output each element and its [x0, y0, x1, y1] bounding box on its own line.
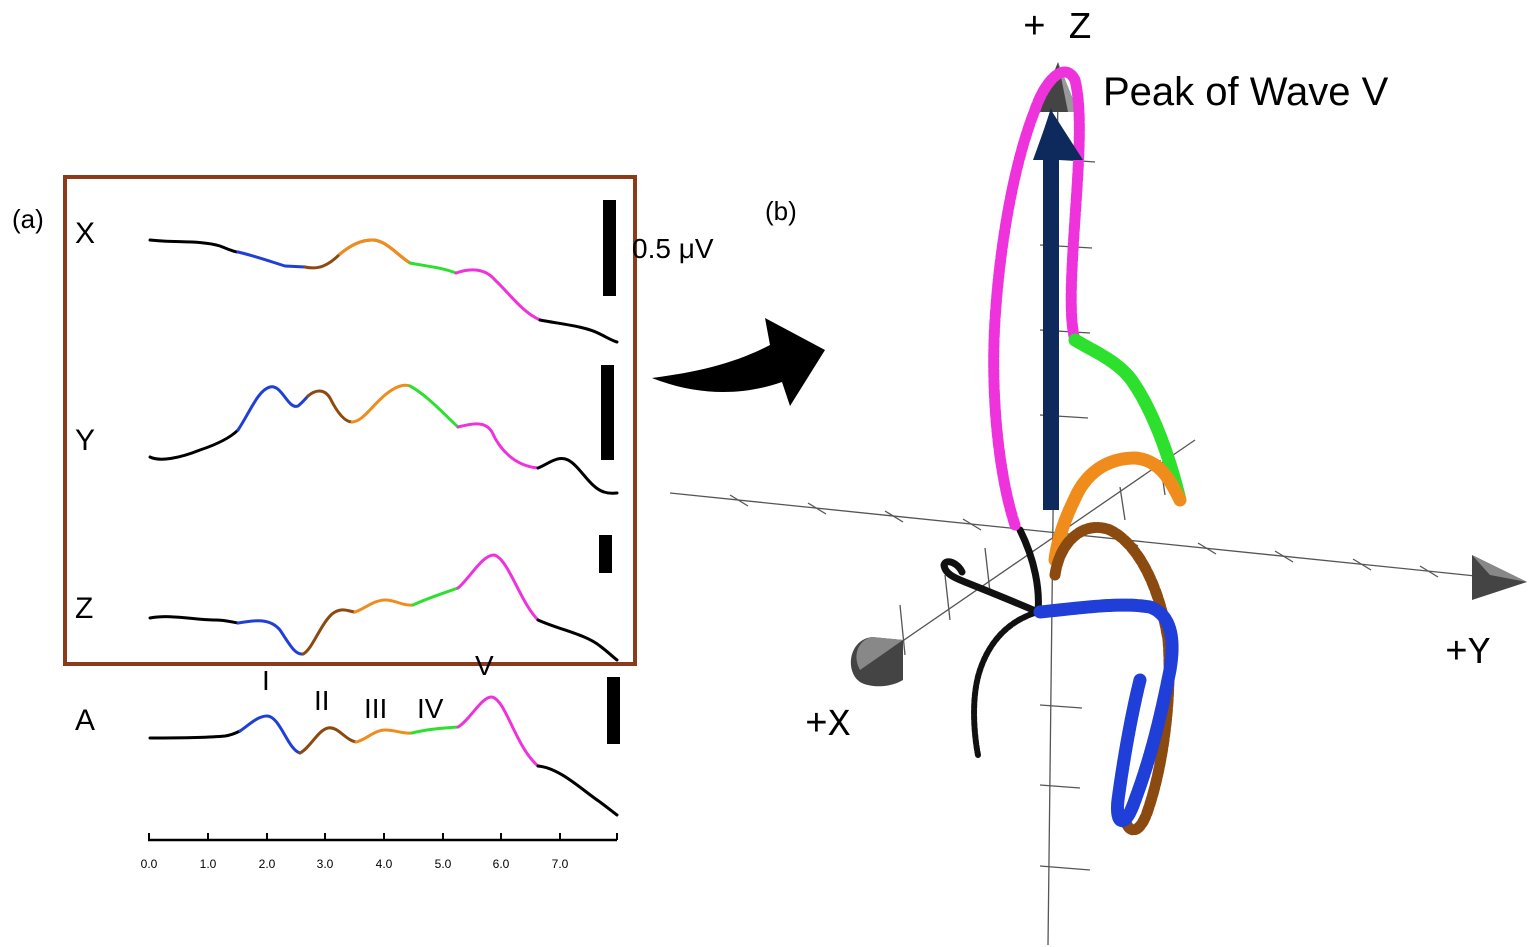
scale-bar-z [599, 535, 612, 573]
trajectory-3d [940, 66, 1187, 836]
scale-bar-label: 0.5 μV [632, 233, 714, 264]
curved-arrow-icon [652, 318, 825, 406]
peak-annotation: Peak of Wave V [1103, 70, 1389, 114]
wave-label-iv: IV [417, 693, 444, 724]
x-tick-1: 1.0 [200, 857, 217, 871]
time-axis: 0.0 1.0 2.0 3.0 4.0 5.0 6.0 7.0 [141, 833, 618, 871]
axis-label-y: +Y [1445, 632, 1491, 675]
wave-label-v: V [475, 650, 494, 681]
x-tick-2: 2.0 [259, 857, 276, 871]
scale-bar-x [603, 200, 616, 296]
trace-x [148, 238, 619, 344]
wave-label-iii: III [364, 693, 387, 724]
y-axis-cone-icon [1472, 555, 1527, 600]
axis-label-x: +X [805, 704, 851, 747]
axis-label-z: + Z [1023, 7, 1091, 50]
trace-z [148, 553, 619, 662]
channel-label-y: Y [75, 424, 95, 457]
scale-bar-y [601, 365, 614, 460]
panel-b: (b) [669, 7, 1527, 946]
channel-label-a: A [75, 704, 95, 737]
x-tick-0: 0.0 [141, 857, 158, 871]
x-tick-3: 3.0 [317, 857, 334, 871]
x-axis-cone-icon [850, 637, 903, 687]
x-tick-7: 7.0 [552, 857, 569, 871]
x-tick-6: 6.0 [493, 857, 510, 871]
wave-label-ii: II [314, 685, 330, 716]
x-tick-4: 4.0 [376, 857, 393, 871]
trace-y [148, 383, 619, 495]
panel-b-label: (b) [765, 196, 797, 226]
panel-a-label: (a) [12, 204, 44, 234]
peak-vector-arrow [1033, 108, 1083, 510]
scale-bar-a [607, 677, 620, 744]
wave-label-i: I [262, 665, 270, 696]
xyz-channel-box [63, 175, 637, 666]
trace-a [148, 695, 619, 817]
channel-label-x: X [75, 217, 95, 250]
channel-label-z: Z [75, 592, 93, 625]
panel-a: (a) X Y Z A [12, 175, 714, 871]
x-tick-5: 5.0 [435, 857, 452, 871]
